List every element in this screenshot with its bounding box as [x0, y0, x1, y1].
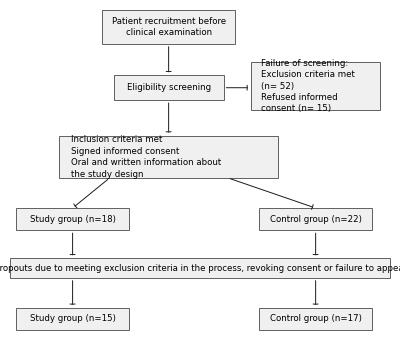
Text: Failure of screening:
Exclusion criteria met
(n= 52)
Refused informed
consent (n: Failure of screening: Exclusion criteria…	[261, 58, 355, 114]
Text: Study group (n=18): Study group (n=18)	[30, 215, 116, 224]
Text: Study group (n=15): Study group (n=15)	[30, 314, 116, 323]
FancyBboxPatch shape	[259, 208, 372, 230]
FancyBboxPatch shape	[59, 136, 278, 178]
FancyBboxPatch shape	[259, 308, 372, 330]
Text: Dropouts due to meeting exclusion criteria in the process, revoking consent or f: Dropouts due to meeting exclusion criter…	[0, 264, 400, 272]
Text: Control group (n=17): Control group (n=17)	[270, 314, 362, 323]
FancyBboxPatch shape	[10, 258, 390, 278]
Text: Patient recruitment before
clinical examination: Patient recruitment before clinical exam…	[112, 17, 226, 37]
FancyBboxPatch shape	[16, 208, 130, 230]
FancyBboxPatch shape	[16, 308, 130, 330]
Text: Inclusion criteria met
Signed informed consent
Oral and written information abou: Inclusion criteria met Signed informed c…	[71, 135, 221, 179]
FancyBboxPatch shape	[102, 10, 235, 44]
FancyBboxPatch shape	[251, 62, 380, 110]
Text: Control group (n=22): Control group (n=22)	[270, 215, 362, 224]
FancyBboxPatch shape	[114, 75, 224, 100]
Text: Eligibility screening: Eligibility screening	[126, 83, 211, 92]
